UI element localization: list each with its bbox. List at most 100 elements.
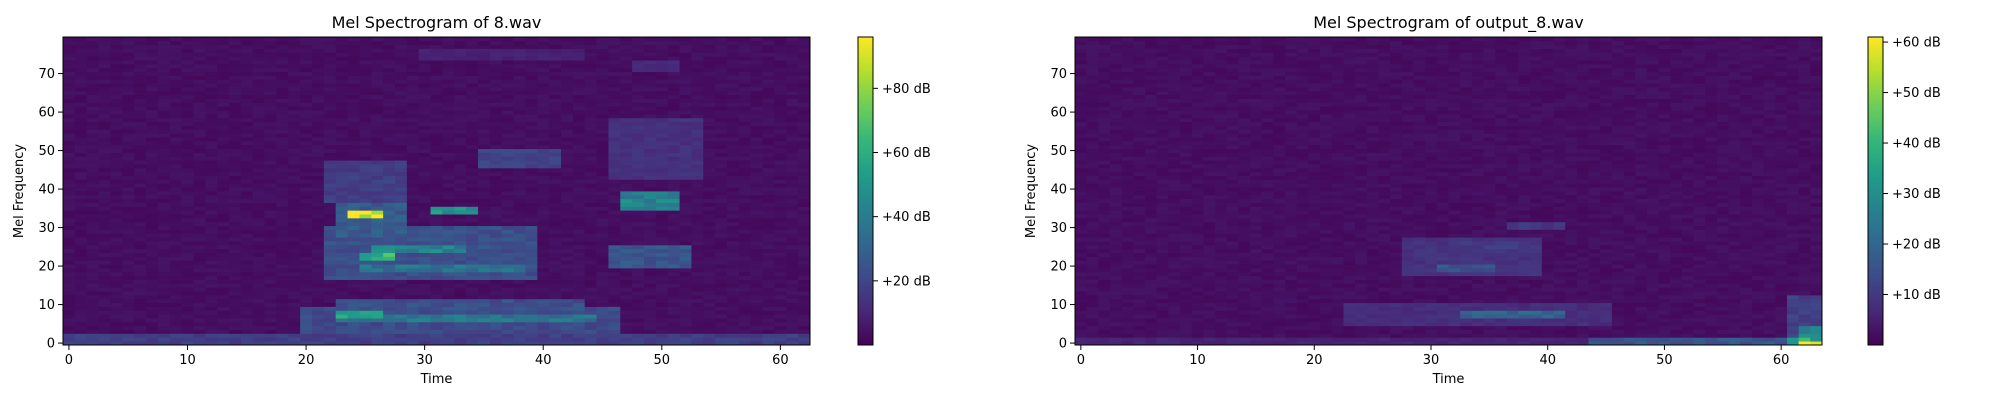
heatmap-cell (169, 152, 182, 157)
heatmap-cell (667, 94, 680, 99)
heatmap-cell (679, 241, 692, 246)
heatmap-cell (300, 202, 313, 207)
heatmap-cell (549, 271, 562, 277)
heatmap-cell (584, 183, 597, 188)
heatmap-cell (596, 175, 609, 180)
heatmap-cell (323, 194, 337, 200)
heatmap-cell (703, 171, 716, 176)
heatmap-cell (774, 329, 787, 334)
heatmap-cell (667, 333, 680, 338)
heatmap-cell (205, 67, 218, 73)
heatmap-cell (359, 321, 372, 327)
heatmap-cell (513, 271, 526, 277)
heatmap-cell (122, 60, 135, 65)
heatmap-cell (205, 198, 218, 203)
heatmap-cell (264, 214, 277, 219)
heatmap-cell (347, 283, 360, 288)
heatmap-cell (288, 98, 301, 103)
heatmap-cell (383, 48, 396, 53)
heatmap-cell (454, 90, 467, 96)
heatmap-cell (146, 187, 159, 192)
heatmap-cell (193, 221, 206, 227)
heatmap-cell (679, 298, 692, 304)
heatmap-cell (74, 75, 88, 80)
heatmap-cell (395, 291, 408, 296)
heatmap-cell (193, 164, 206, 169)
heatmap-cell (110, 233, 123, 238)
heatmap-cell (157, 194, 171, 200)
heatmap-cell (146, 60, 159, 65)
heatmap-cell (774, 229, 787, 234)
heatmap-cell (691, 202, 704, 207)
heatmap-cell (620, 102, 633, 107)
heatmap-cell (691, 129, 704, 134)
heatmap-cell (549, 167, 562, 173)
heatmap-cell (691, 268, 704, 273)
heatmap-cell (703, 244, 716, 250)
heatmap-cell (169, 264, 182, 269)
heatmap-cell (122, 148, 135, 153)
heatmap-cell (608, 44, 621, 49)
heatmap-cell (252, 279, 265, 284)
heatmap-cell (549, 106, 562, 111)
heatmap-cell (98, 164, 111, 169)
heatmap-cell (454, 283, 467, 288)
heatmap-cell (264, 187, 277, 192)
heatmap-cell (442, 210, 455, 215)
heatmap-cell (312, 90, 325, 96)
heatmap-cell (798, 256, 811, 261)
heatmap-cell (205, 144, 218, 150)
heatmap-cell (715, 60, 728, 65)
heatmap-cell (762, 102, 775, 107)
heatmap-cell (750, 44, 763, 49)
heatmap-cell (549, 152, 562, 157)
heatmap-cell (786, 133, 799, 138)
heatmap-cell (738, 117, 752, 123)
heatmap-cell (217, 287, 230, 292)
heatmap-cell (430, 279, 443, 284)
heatmap-cell (537, 279, 550, 284)
heatmap-cell (596, 287, 609, 292)
heatmap-cell (217, 210, 230, 215)
heatmap-cell (276, 291, 289, 296)
heatmap-cell (86, 67, 99, 73)
heatmap-cell (750, 275, 763, 280)
heatmap-cell (395, 90, 408, 96)
heatmap-cell (193, 337, 206, 342)
heatmap-cell (110, 171, 123, 176)
heatmap-cell (418, 306, 431, 311)
heatmap-cell (750, 217, 763, 223)
heatmap-cell (762, 140, 775, 146)
heatmap-cell (157, 268, 171, 273)
heatmap-cell (762, 71, 775, 76)
heatmap-cell (727, 217, 740, 223)
heatmap-cell (205, 48, 218, 53)
heatmap-cell (74, 233, 88, 238)
heatmap-cell (146, 210, 159, 215)
heatmap-cell (667, 83, 680, 88)
heatmap-cell (74, 248, 88, 253)
heatmap-cell (608, 144, 621, 150)
heatmap-cell (205, 260, 218, 265)
heatmap-cell (572, 314, 586, 319)
heatmap-cell (478, 37, 491, 42)
heatmap-cell (205, 171, 218, 176)
heatmap-cell (288, 144, 301, 150)
heatmap-cell (169, 229, 182, 234)
heatmap-cell (240, 252, 254, 257)
heatmap-cell (63, 156, 76, 161)
heatmap-cell (86, 71, 99, 76)
heatmap-cell (288, 256, 301, 261)
heatmap-cell (406, 44, 420, 49)
heatmap-cell (478, 183, 491, 188)
heatmap-cell (430, 110, 443, 115)
heatmap-cell (74, 156, 88, 161)
heatmap-cell (608, 264, 621, 269)
heatmap-cell (596, 83, 609, 88)
heatmap-cell (335, 225, 348, 230)
heatmap-cell (406, 264, 420, 269)
heatmap-cell (323, 206, 337, 211)
heatmap-cell (347, 133, 360, 138)
heatmap-cell (762, 183, 775, 188)
heatmap-cell (750, 52, 763, 57)
